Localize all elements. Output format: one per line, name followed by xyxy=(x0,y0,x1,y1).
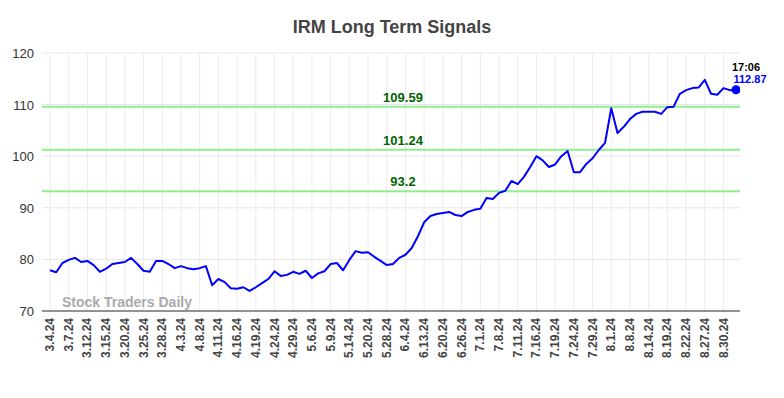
grid-line xyxy=(50,53,51,311)
x-tick-label: 7.1.24 xyxy=(473,318,487,352)
price-line xyxy=(50,80,736,291)
x-tick-label: 3.12.24 xyxy=(80,318,94,358)
grid-line xyxy=(648,53,649,311)
x-tick-label: 8.30.24 xyxy=(717,318,731,358)
watermark: Stock Traders Daily xyxy=(62,294,192,310)
grid-line xyxy=(143,53,144,311)
x-tick-label: 7.24.24 xyxy=(567,318,581,358)
x-tick-label: 5.14.24 xyxy=(342,318,356,358)
grid-line xyxy=(629,53,630,311)
grid-line xyxy=(536,53,537,311)
y-tick-label: 110 xyxy=(13,98,34,113)
signal-line xyxy=(42,106,740,108)
grid-line xyxy=(237,53,238,311)
grid-line xyxy=(592,53,593,311)
x-tick-label: 5.9.24 xyxy=(324,318,338,352)
grid-line xyxy=(42,53,740,54)
grid-line xyxy=(255,53,256,311)
grid-line xyxy=(480,53,481,311)
grid-line xyxy=(611,53,612,311)
grid-line xyxy=(106,53,107,311)
x-tick-label: 4.8.24 xyxy=(193,318,207,352)
plot xyxy=(42,80,740,291)
title: IRM Long Term Signals xyxy=(293,17,492,37)
grid-line xyxy=(311,53,312,311)
y-tick-label: 100 xyxy=(12,149,34,164)
last-value-label: 112.87 xyxy=(733,73,766,85)
y-tick-label: 70 xyxy=(20,304,34,319)
signal-label: 101.24 xyxy=(383,133,424,148)
grid-line xyxy=(68,53,69,311)
x-tick-label: 8.14.24 xyxy=(642,318,656,358)
x-tick-label: 8.19.24 xyxy=(660,318,674,358)
y-tick-label: 90 xyxy=(20,201,34,216)
x-tick-label: 8.27.24 xyxy=(698,318,712,358)
x-tick-label: 8.1.24 xyxy=(604,318,618,352)
grid-line xyxy=(349,53,350,311)
grid-line xyxy=(42,207,740,208)
x-tick-label: 3.25.24 xyxy=(137,318,151,358)
y-tick-label: 80 xyxy=(20,252,34,267)
x-tick-label: 3.15.24 xyxy=(99,318,113,358)
x-tick-label: 7.19.24 xyxy=(548,318,562,358)
signal-label: 93.2 xyxy=(390,174,415,189)
x-tick-label: 8.8.24 xyxy=(623,318,637,352)
x-tick-label: 4.3.24 xyxy=(174,318,188,352)
grid-line xyxy=(218,53,219,311)
grid-line xyxy=(723,53,724,311)
grid-line xyxy=(442,53,443,311)
x-tick-label: 4.19.24 xyxy=(249,318,263,358)
grid-line xyxy=(686,53,687,311)
y-tick-label: 120 xyxy=(12,46,34,61)
x-tick-label: 8.22.24 xyxy=(679,318,693,358)
grid-line xyxy=(667,53,668,311)
x-axis xyxy=(42,311,740,312)
grid-line xyxy=(87,53,88,311)
grid-line xyxy=(42,259,740,260)
x-tick-label: 5.20.24 xyxy=(361,318,375,358)
grid-line xyxy=(124,53,125,311)
x-tick-label: 3.4.24 xyxy=(43,318,57,352)
x-tick-label: 4.11.24 xyxy=(211,318,225,358)
x-tick-label: 7.8.24 xyxy=(492,318,506,352)
x-tick-label: 6.4.24 xyxy=(398,318,412,352)
grid-line xyxy=(199,53,200,311)
last-point xyxy=(732,85,741,94)
x-tick-label: 5.28.24 xyxy=(380,318,394,358)
x-tick-label: 3.20.24 xyxy=(118,318,132,358)
x-tick-label: 6.13.24 xyxy=(417,318,431,358)
time-label: 17:06 xyxy=(732,61,760,73)
grid-line xyxy=(180,53,181,311)
x-tick-label: 6.26.24 xyxy=(455,318,469,358)
x-tick-label: 4.24.24 xyxy=(268,318,282,358)
grid-line xyxy=(162,53,163,311)
grid-line xyxy=(42,311,740,312)
x-tick-label: 4.16.24 xyxy=(230,318,244,358)
x-tick-label: 7.16.24 xyxy=(529,318,543,358)
grid-line xyxy=(330,53,331,311)
x-tick-label: 3.7.24 xyxy=(62,318,76,352)
x-tick-label: 7.11.24 xyxy=(511,318,525,358)
grid-line xyxy=(42,156,740,157)
signal-label: 109.59 xyxy=(383,90,423,105)
grid-line xyxy=(704,53,705,311)
grid-line xyxy=(499,53,500,311)
x-tick-label: 5.6.24 xyxy=(305,318,319,352)
signal-line xyxy=(42,190,740,192)
grid-line xyxy=(424,53,425,311)
signal-line xyxy=(42,149,740,151)
grid-line xyxy=(517,53,518,311)
grid-line xyxy=(555,53,556,311)
x-tick-label: 7.29.24 xyxy=(586,318,600,358)
chart: IRM Long Term Signals 70 80 90 100 110 120 3.4.… xyxy=(0,0,784,398)
x-tick-label: 4.29.24 xyxy=(286,318,300,358)
grid-line xyxy=(573,53,574,311)
grid-line xyxy=(368,53,369,311)
x-tick-label: 3.28.24 xyxy=(155,318,169,358)
grid-line xyxy=(461,53,462,311)
x-tick-label: 6.20.24 xyxy=(436,318,450,358)
